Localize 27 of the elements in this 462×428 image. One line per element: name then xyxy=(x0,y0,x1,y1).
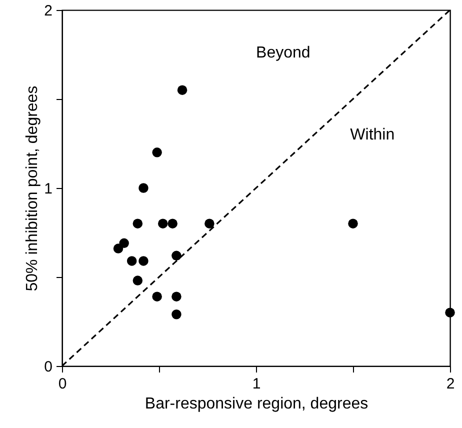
point xyxy=(152,148,162,158)
point xyxy=(172,310,182,320)
annotation: Beyond xyxy=(256,44,310,62)
point xyxy=(172,292,182,302)
y-tick-label: 0 xyxy=(44,358,52,376)
point xyxy=(204,218,214,228)
point xyxy=(445,308,455,318)
x-axis-title: Bar-responsive region, degrees xyxy=(144,396,368,412)
point xyxy=(152,292,162,302)
x-tick-label: 1 xyxy=(252,376,261,392)
point xyxy=(126,256,137,266)
point xyxy=(113,244,124,254)
point xyxy=(132,218,143,228)
point xyxy=(138,256,148,266)
y-axis-title: 50% inhibition point, degrees xyxy=(24,86,42,292)
annotation: Within xyxy=(350,126,395,144)
point xyxy=(177,85,188,95)
x-tick-label: 0 xyxy=(58,376,67,392)
y-tick-label: 1 xyxy=(44,180,52,198)
point xyxy=(168,218,178,228)
point xyxy=(158,218,168,228)
point xyxy=(172,250,182,261)
point xyxy=(348,218,358,228)
y-tick-label: 2 xyxy=(44,2,52,20)
point xyxy=(132,276,143,286)
x-tick-label: 2 xyxy=(446,376,455,392)
point xyxy=(138,183,148,193)
